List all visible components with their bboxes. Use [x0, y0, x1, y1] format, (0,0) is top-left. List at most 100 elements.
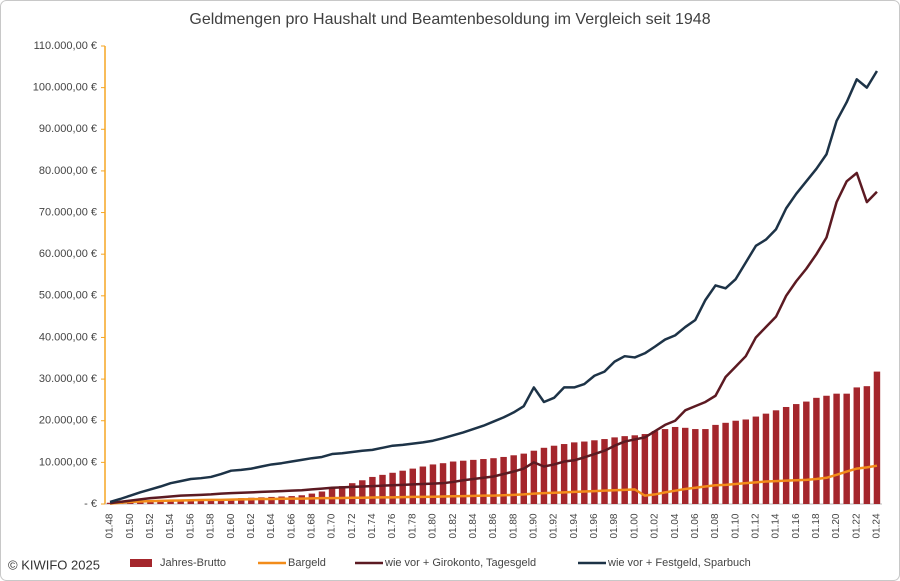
y-tick-label: - € [84, 498, 97, 510]
bar [510, 455, 517, 504]
x-tick-label: 01.06 [690, 513, 701, 538]
x-tick-label: 01.66 [286, 513, 297, 538]
x-tick-label: 01.50 [125, 513, 136, 538]
y-tick-label: 110.000,00 € [34, 40, 97, 52]
x-tick-label: 01.20 [831, 513, 842, 538]
bar [803, 401, 810, 504]
x-tick-label: 01.90 [529, 513, 540, 538]
bar [712, 424, 719, 504]
x-tick-label: 01.78 [407, 513, 418, 538]
bar [187, 499, 195, 504]
bar [782, 406, 790, 504]
x-tick-label: 01.98 [609, 513, 620, 538]
bar [611, 437, 618, 504]
x-tick-label: 01.04 [670, 513, 681, 538]
y-tick-label: 100.000,00 € [33, 82, 97, 94]
bar [369, 476, 376, 504]
bar [591, 440, 598, 504]
y-tick-label: 80.000,00 € [39, 165, 97, 177]
bar [470, 459, 477, 504]
bar [641, 434, 649, 504]
x-tick-label: 01.88 [508, 513, 519, 538]
bar [732, 420, 739, 504]
bar [268, 496, 275, 504]
bar [278, 496, 285, 504]
bar [248, 497, 255, 504]
x-tick-label: 01.76 [387, 513, 398, 538]
x-tick-label: 01.74 [367, 513, 378, 538]
bar [550, 445, 558, 504]
bar [853, 387, 861, 504]
legend-label: wie vor + Girokonto, Tagesgeld [384, 557, 536, 569]
x-tick-label: 01.80 [428, 513, 439, 538]
bar [500, 456, 507, 504]
legend-label: Jahres-Brutto [160, 557, 226, 569]
bar [207, 499, 215, 504]
bar [237, 498, 245, 504]
x-tick-label: 01.58 [206, 513, 217, 538]
bar [560, 444, 568, 504]
bar [177, 500, 184, 504]
bar [399, 470, 406, 504]
x-tick-label: 01.56 [185, 513, 196, 538]
bar [288, 496, 295, 504]
bar [348, 483, 356, 504]
bar [742, 419, 750, 504]
bar [772, 410, 780, 504]
bar [157, 500, 164, 504]
bar [480, 459, 487, 504]
x-tick-label: 01.52 [145, 513, 156, 538]
x-tick-label: 01.64 [266, 513, 277, 538]
bar [227, 498, 235, 504]
bar [601, 439, 608, 504]
bar [661, 429, 669, 504]
x-tick-label: 01.14 [771, 513, 782, 538]
x-tick-label: 01.60 [226, 513, 237, 538]
bar [217, 499, 225, 504]
y-tick-label: 20.000,00 € [39, 415, 97, 427]
legend-label: Bargeld [288, 557, 326, 569]
legend-swatch [130, 559, 152, 567]
x-tick-label: 01.00 [629, 513, 640, 538]
chart-title: Geldmengen pro Haushalt und Beamtenbesol… [189, 11, 710, 28]
x-tick-label: 01.92 [549, 513, 560, 538]
bar [792, 404, 800, 504]
x-tick-label: 01.86 [488, 513, 499, 538]
y-tick-label: 70.000,00 € [39, 206, 97, 218]
bar [621, 436, 628, 504]
bar [752, 416, 760, 504]
y-tick-label: 10.000,00 € [39, 456, 97, 468]
copyright: © KIWIFO 2025 [8, 557, 100, 572]
bar [338, 486, 346, 504]
bar [843, 393, 850, 504]
y-tick-label: 50.000,00 € [39, 290, 97, 302]
y-tick-label: 30.000,00 € [39, 373, 97, 385]
bar [520, 453, 528, 504]
x-tick-label: 01.96 [589, 513, 600, 538]
y-tick-label: 60.000,00 € [39, 248, 97, 260]
bar [762, 413, 770, 504]
bar [258, 497, 265, 504]
bar [681, 427, 689, 504]
bar [581, 441, 588, 504]
bar [490, 458, 497, 504]
bar [813, 397, 820, 504]
bar [671, 426, 679, 504]
bar [631, 435, 639, 504]
y-tick-label: 40.000,00 € [39, 331, 97, 343]
bar [873, 371, 881, 504]
x-tick-label: 01.54 [165, 513, 176, 538]
line [109, 70, 879, 504]
bar [863, 386, 871, 504]
bar [197, 499, 205, 504]
x-tick-label: 01.12 [751, 513, 762, 538]
x-tick-label: 01.84 [468, 513, 479, 538]
x-tick-label: 01.10 [730, 513, 741, 538]
x-tick-label: 01.68 [307, 513, 318, 538]
x-tick-label: 01.08 [710, 513, 721, 538]
x-tick-label: 01.02 [650, 513, 661, 538]
bar [570, 442, 578, 504]
bar [692, 429, 699, 504]
bar [328, 488, 336, 504]
